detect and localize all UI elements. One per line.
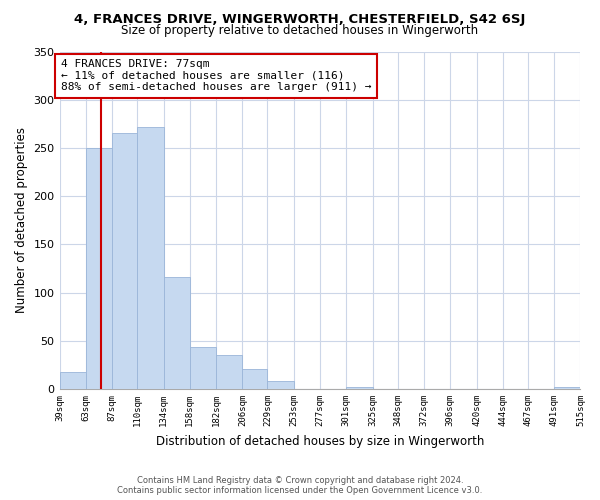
- Bar: [86, 148, 112, 389]
- Bar: [112, 134, 137, 389]
- Text: Contains HM Land Registry data © Crown copyright and database right 2024.
Contai: Contains HM Land Registry data © Crown c…: [118, 476, 482, 495]
- Bar: [554, 387, 581, 389]
- Text: 4, FRANCES DRIVE, WINGERWORTH, CHESTERFIELD, S42 6SJ: 4, FRANCES DRIVE, WINGERWORTH, CHESTERFI…: [74, 12, 526, 26]
- X-axis label: Distribution of detached houses by size in Wingerworth: Distribution of detached houses by size …: [156, 434, 484, 448]
- Bar: [346, 387, 373, 389]
- Bar: [216, 356, 242, 389]
- Bar: [268, 382, 294, 389]
- Bar: [242, 369, 268, 389]
- Text: Size of property relative to detached houses in Wingerworth: Size of property relative to detached ho…: [121, 24, 479, 37]
- Y-axis label: Number of detached properties: Number of detached properties: [15, 128, 28, 314]
- Bar: [164, 277, 190, 389]
- Bar: [59, 372, 86, 389]
- Text: 4 FRANCES DRIVE: 77sqm
← 11% of detached houses are smaller (116)
88% of semi-de: 4 FRANCES DRIVE: 77sqm ← 11% of detached…: [61, 59, 371, 92]
- Bar: [137, 126, 164, 389]
- Bar: [190, 346, 216, 389]
